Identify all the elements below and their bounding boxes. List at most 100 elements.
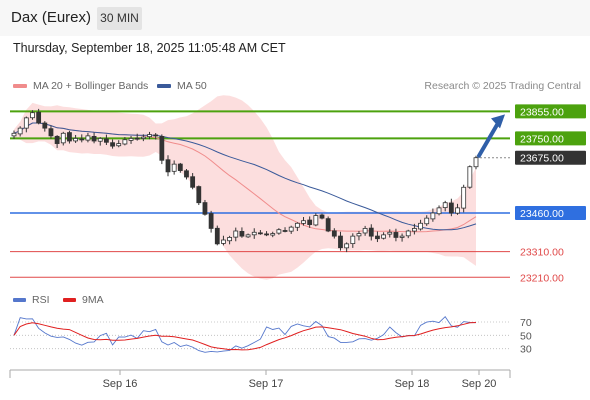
x-axis-label: Sep 18 [395, 378, 430, 390]
rsi-line [13, 316, 477, 353]
timeframe-button[interactable]: 30 MIN [97, 7, 142, 30]
candle-body [448, 202, 454, 214]
candle-body [264, 233, 269, 236]
candle-body [233, 230, 239, 238]
x-axis-label: Sep 20 [462, 378, 497, 390]
candle-body [30, 112, 35, 119]
candle-body [214, 227, 220, 245]
level-tag-0 [515, 104, 586, 119]
legend-bollinger: MA 20 + Bollinger Bands [13, 80, 148, 92]
candle-body [399, 235, 405, 238]
legend-swatch-bollinger [13, 84, 27, 89]
level-label-4: 23310.00 [520, 247, 564, 259]
candle-body [67, 132, 72, 142]
timestamp: Thursday, September 18, 2025 11:05:48 AM… [13, 41, 286, 55]
candle-body [104, 138, 109, 143]
legend-label-rsi: RSI [32, 294, 50, 306]
candle-body [294, 222, 300, 228]
forecast-arrow [477, 119, 501, 158]
candle-body [393, 232, 399, 238]
candle-body [288, 226, 294, 232]
candle-body [153, 134, 159, 137]
candle-body [381, 234, 387, 239]
candle-body [17, 127, 23, 135]
candle-body [307, 219, 313, 225]
candle-body [467, 166, 473, 188]
candle-body [110, 142, 115, 147]
candle-body [202, 202, 208, 215]
candle-body [251, 231, 257, 236]
legend-label-ma50: MA 50 [177, 80, 207, 92]
candle-body [319, 214, 325, 219]
candle-body [325, 218, 331, 232]
candle-body [239, 231, 245, 237]
candle-body [405, 230, 411, 237]
candle-body [97, 138, 103, 142]
rsi-tick-label: 70 [520, 317, 532, 329]
candle-body [313, 215, 319, 226]
candle-body [368, 227, 374, 237]
candle-body [171, 163, 177, 172]
level-tag-3 [515, 206, 586, 220]
legend-swatch-9ma [63, 298, 76, 303]
instrument-title: Dax (Eurex) [11, 9, 92, 26]
candle-body [159, 136, 165, 161]
candle-body [208, 213, 214, 229]
candle-body [350, 235, 356, 245]
candle-body [227, 237, 233, 242]
level-tag-1 [515, 131, 586, 146]
candle-body [122, 139, 128, 145]
candle-body [344, 243, 350, 249]
candle-body [128, 138, 134, 141]
level-label-2: 23675.00 [520, 153, 564, 165]
candle-body [245, 234, 251, 238]
ma50-line [13, 122, 477, 231]
candle-body [418, 222, 423, 230]
candle-body [165, 159, 171, 173]
candle-body [301, 220, 306, 224]
rsi-9ma-line [13, 322, 477, 351]
candle-body [356, 233, 362, 237]
legend-9ma: 9MA [63, 294, 104, 306]
candle-body [79, 138, 85, 141]
candle-body [455, 207, 460, 214]
candle-body [11, 132, 17, 137]
level-tag-2 [515, 150, 586, 165]
candle-body [473, 157, 479, 168]
candle-body [221, 239, 226, 244]
level-label-1: 23750.00 [520, 133, 564, 145]
candle-body [48, 128, 54, 137]
legend-swatch-rsi [13, 298, 26, 303]
x-axis-label: Sep 17 [249, 378, 284, 390]
legend-ma50: MA 50 [157, 80, 207, 92]
rsi-tick-label: 30 [520, 344, 532, 356]
candle-body [190, 176, 196, 188]
candle-body [91, 135, 97, 142]
candle-body [282, 230, 288, 232]
candle-body [276, 229, 282, 234]
candle-body [177, 163, 183, 171]
candle-body [387, 231, 393, 235]
candle-body [134, 137, 140, 140]
candle-body [461, 186, 467, 209]
candle-body [54, 135, 60, 144]
candle-body [411, 228, 417, 232]
candle-body [116, 143, 122, 147]
legend-rsi: RSI [13, 294, 50, 306]
candle-body [257, 232, 263, 235]
candle-body [147, 134, 152, 138]
candle-body [338, 235, 343, 249]
copyright-text: Research © 2025 Trading Central [424, 80, 581, 92]
candle-body [36, 111, 42, 124]
candle-body [362, 228, 368, 234]
candle-body [436, 207, 442, 215]
candle-body [85, 135, 91, 141]
candle-body [375, 235, 380, 240]
chart-header: Dax (Eurex) 30 MIN [0, 0, 590, 36]
candle-body [424, 217, 430, 225]
forecast-arrow-head [491, 114, 505, 129]
legend-swatch-ma50 [157, 84, 171, 89]
candle-body [184, 170, 189, 178]
legend-label-9ma: 9MA [82, 294, 104, 306]
